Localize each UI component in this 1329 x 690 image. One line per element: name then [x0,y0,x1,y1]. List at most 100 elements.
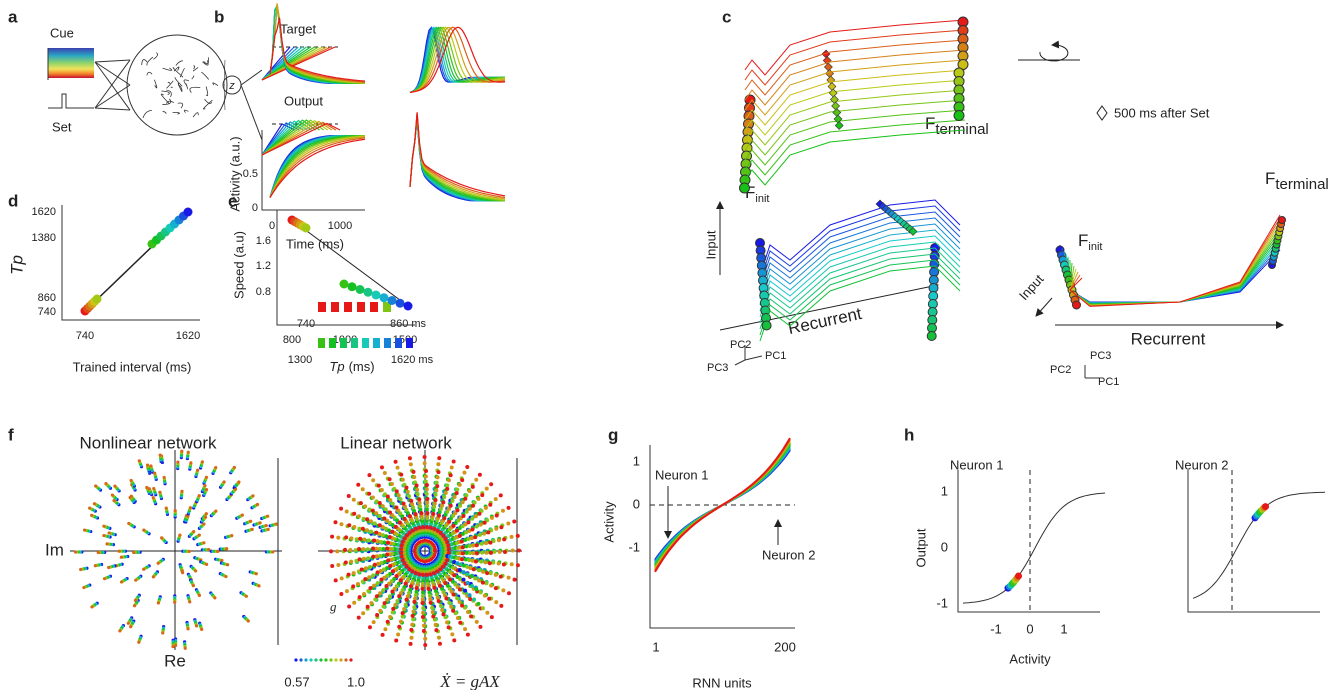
eig [362,592,366,596]
eig [495,514,499,518]
eig [494,600,498,604]
eig [436,462,440,466]
g-scale-dot [319,658,322,661]
eig [356,483,360,487]
eig [458,568,462,572]
eig [394,506,398,510]
g-scale-dot [299,658,302,661]
eig [357,547,361,551]
text: Finit [1078,231,1102,252]
axis-title: Tp(ms) [329,359,374,374]
legend-swatch [351,338,358,348]
eig [407,494,411,498]
eig [468,507,472,511]
eig [205,512,208,515]
dot [356,285,365,294]
eig [474,587,478,591]
eig [107,566,110,569]
eig [180,450,183,453]
eig [510,562,514,566]
text: Neuron 2 [762,547,815,562]
text: Linear network [340,433,452,452]
eig [447,601,451,605]
eig [372,620,376,624]
eig [497,562,501,566]
trace [270,4,365,83]
tick-label: -1 [936,595,948,610]
text: z [228,80,235,92]
trace [410,118,505,201]
eig [173,601,176,604]
dot [388,296,397,305]
panel-label: c [722,7,731,26]
eig [499,575,503,579]
eig [477,568,481,572]
eig [388,564,392,568]
trace [270,6,365,84]
eig [516,534,520,538]
trace [270,6,365,83]
legend-swatch [395,338,402,348]
axis-title: Input [1016,271,1047,303]
eig [134,579,137,582]
eig [223,480,226,483]
eig [344,535,348,539]
legend-swatch [318,302,326,312]
panel-label: g [608,425,618,444]
text: PC1 [1098,376,1119,388]
eig [184,647,187,650]
diamond [832,102,840,110]
wire [147,57,153,65]
eig [152,496,155,499]
fit-line [292,220,408,306]
eig [390,482,394,486]
eig [494,497,498,501]
eig [372,538,376,542]
eig [491,561,495,565]
eig [403,517,407,521]
eig [501,588,505,592]
tick-label: 740 [38,306,56,318]
eig [394,574,398,578]
eig [386,494,390,498]
eig [90,605,93,608]
eig [133,604,136,607]
eig [148,487,151,490]
eig [431,614,435,618]
trace [745,130,965,185]
trace [1070,218,1280,306]
trace [1070,215,1280,306]
eig [468,544,472,548]
text: Fterminal [1265,169,1329,192]
trace [1070,221,1280,305]
eig [418,508,422,512]
eig [224,575,227,578]
eig [74,550,77,553]
tick-label: 0.5 [243,168,258,180]
wire [176,61,183,66]
eig [484,560,488,564]
eig [434,623,438,627]
eig [225,547,228,550]
legend-swatch [344,302,352,312]
eig [411,617,415,621]
eig [198,534,201,537]
trace [1070,228,1280,305]
text: Re [164,651,186,670]
eig [452,459,456,463]
wire [154,80,156,88]
panel-label: a [8,7,18,26]
eig [499,604,503,608]
tick-label: 1 [652,639,659,654]
eig [399,497,403,501]
eig [451,593,455,597]
eig [386,620,390,624]
dot [404,302,413,311]
eig [127,522,130,525]
eig [113,485,116,488]
eig [360,567,364,571]
eig [395,599,399,603]
eig [481,570,485,574]
eig [380,488,384,492]
trace [410,116,505,200]
